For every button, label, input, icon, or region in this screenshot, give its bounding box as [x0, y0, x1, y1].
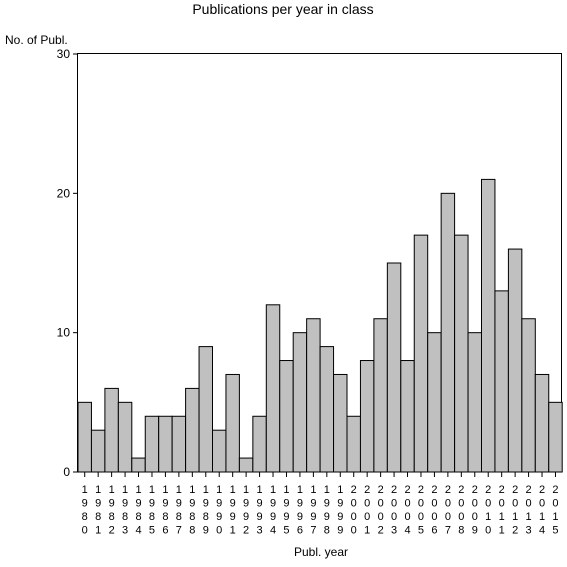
bar: [185, 387, 200, 473]
bar: [292, 332, 308, 473]
bar: [252, 415, 267, 473]
bar: [333, 373, 348, 473]
bar: [279, 360, 294, 473]
bar: [117, 401, 133, 473]
y-tick-label: 0: [63, 465, 70, 479]
bar: [467, 332, 482, 473]
y-tick-label: 10: [57, 326, 71, 340]
bar: [346, 415, 361, 473]
x-axis-ticks: 1 9 8 0 1 9 8 1 1 9 8 2 1 9 8 3 1 9 8 4 1 9 8 5 1 9 8 6 1 9 8 7 1 9 8 8 1 9 8 9…: [82, 472, 559, 537]
bars: [77, 178, 563, 473]
chart-title: Publications per year in class: [192, 1, 373, 17]
bar: [77, 401, 92, 473]
y-tick-label: 20: [57, 186, 71, 200]
bar: [158, 415, 173, 473]
bar: [306, 318, 321, 473]
bar: [507, 248, 523, 473]
bar: [225, 373, 240, 473]
bar: [494, 290, 509, 473]
bar: [238, 457, 254, 473]
bar: [548, 401, 563, 473]
bar: [400, 360, 415, 473]
y-tick-label: 30: [57, 47, 71, 61]
y-axis: 0 10 20 30: [57, 47, 78, 479]
bar: [198, 346, 214, 473]
bar: [534, 373, 550, 473]
bar: [359, 360, 375, 473]
bar: [481, 178, 496, 473]
bar: [454, 234, 469, 473]
bar: [104, 387, 119, 473]
bar: [131, 457, 146, 473]
bar: [212, 429, 227, 473]
bar: [319, 346, 335, 473]
bar: [440, 192, 456, 473]
bar: [90, 429, 106, 473]
bar: [373, 318, 388, 473]
bar: [413, 234, 429, 473]
bar: [427, 332, 442, 473]
bar: [521, 318, 536, 473]
bar: [144, 415, 160, 473]
bar: [386, 262, 402, 473]
x-axis-label: Publ. year: [294, 545, 348, 559]
y-axis-label: No. of Publ.: [5, 33, 68, 47]
bar: [265, 304, 281, 473]
bar: [171, 415, 187, 473]
